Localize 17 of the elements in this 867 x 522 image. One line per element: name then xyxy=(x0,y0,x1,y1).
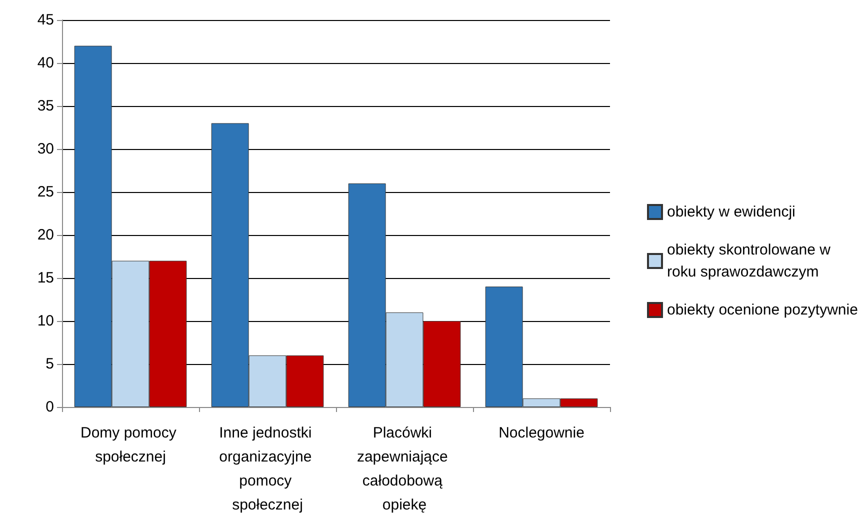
x-tick-label: Placówki zapewniające całodobową opiekę xyxy=(356,424,452,514)
legend-label: obiekty ocenione pozytywnie xyxy=(667,302,858,318)
x-tick-label: Inne jednostki organizacyjne pomocy społecznej xyxy=(219,424,316,514)
y-tick-label: 25 xyxy=(37,184,54,200)
y-tick-label: 15 xyxy=(37,270,54,286)
y-tick-label: 45 xyxy=(37,12,54,28)
y-tick-label: 5 xyxy=(46,356,54,372)
y-tick-label: 20 xyxy=(37,226,54,244)
y-tick-label: 10 xyxy=(37,312,54,330)
legend-label: obiekty skontrolowane w roku sprawozdawczym xyxy=(667,242,835,280)
legend-label: obiekty w ewidencji xyxy=(667,204,796,220)
y-tick-label: 35 xyxy=(37,98,54,114)
y-tick-label: 40 xyxy=(37,54,54,72)
x-tick-label: Noclegownie xyxy=(498,424,584,442)
y-tick-label: 30 xyxy=(37,140,54,158)
y-tick-label: 0 xyxy=(46,398,54,416)
x-tick-label: Domy pomocy społecznej xyxy=(80,424,181,466)
